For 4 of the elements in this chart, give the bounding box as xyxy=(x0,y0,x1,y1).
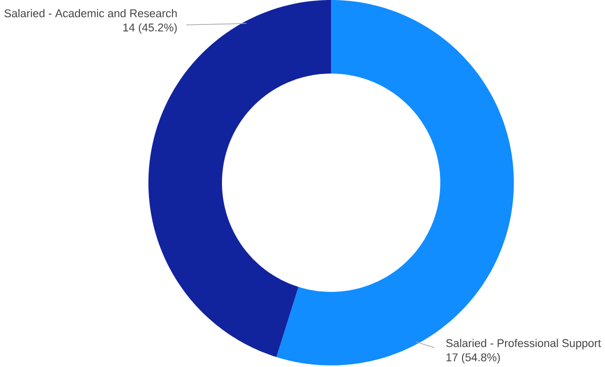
data-label: 17 (54.8%) xyxy=(446,352,500,364)
slice-label: Salaried - Professional Support xyxy=(446,338,601,350)
data-label: 14 (45.2%) xyxy=(123,22,177,34)
slice-label: Salaried - Academic and Research xyxy=(4,8,177,18)
